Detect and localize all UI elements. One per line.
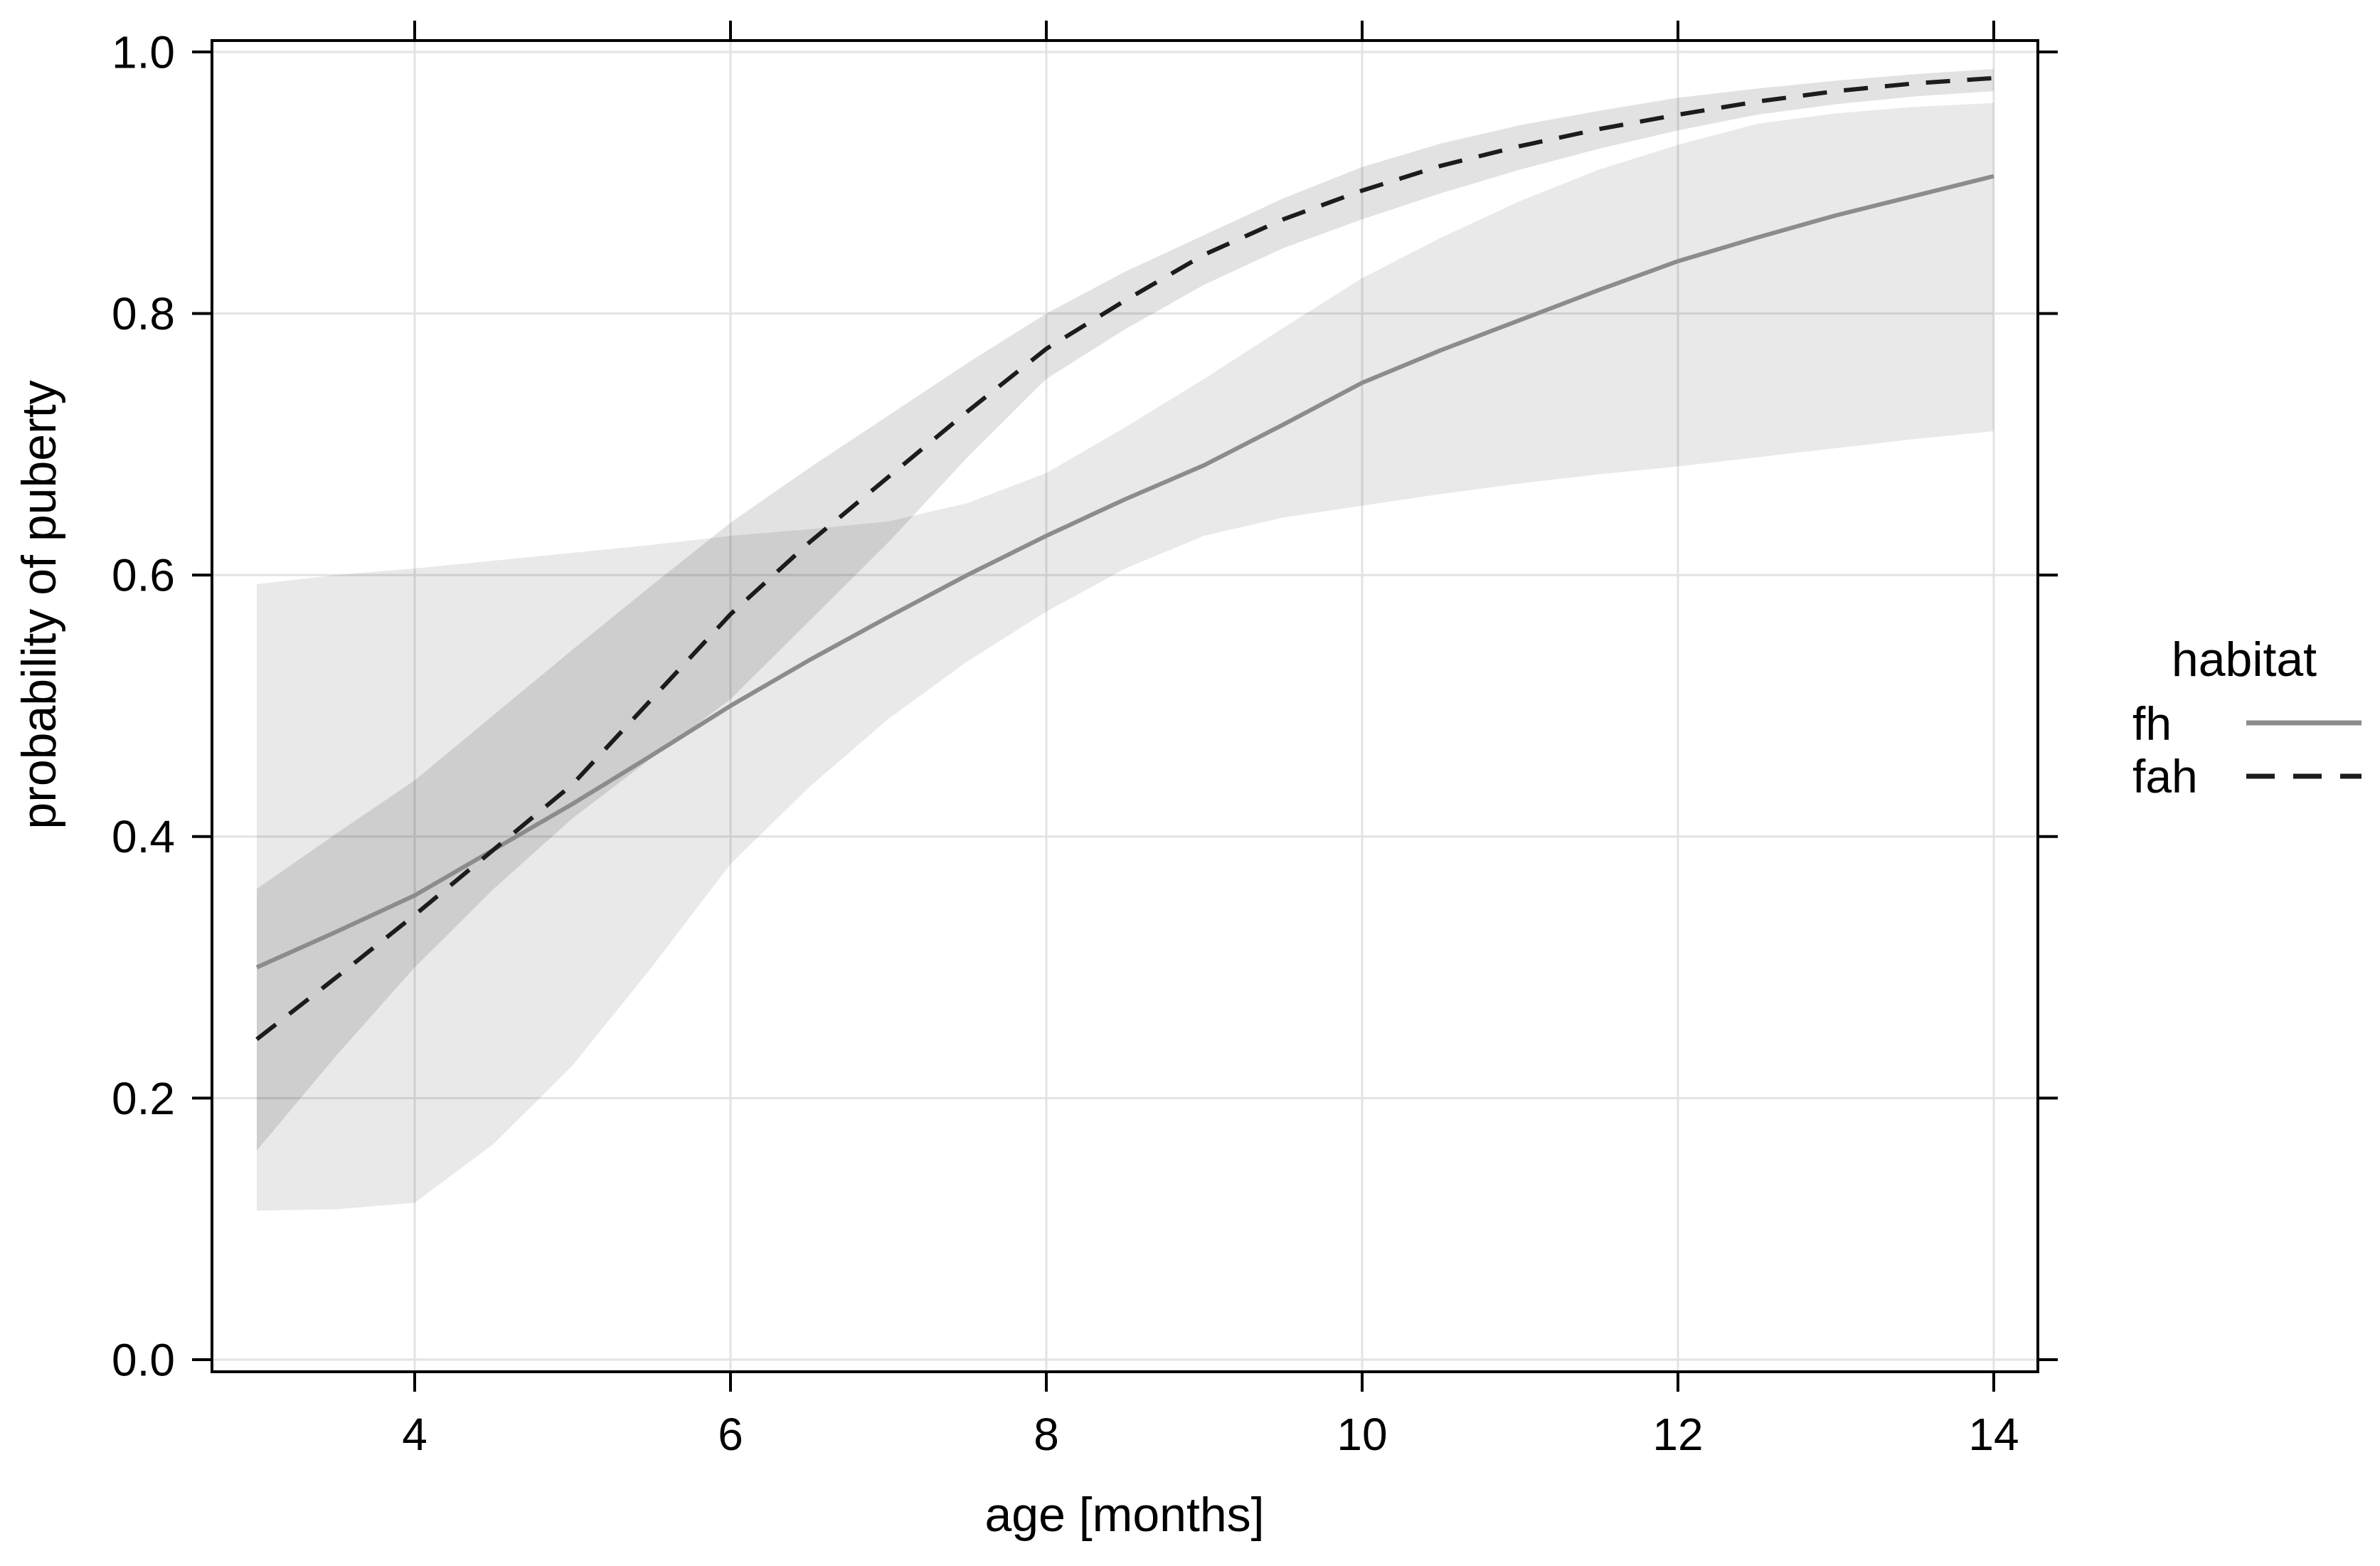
x-axis-title: age [months] bbox=[984, 1488, 1264, 1542]
y-tick-label: 0.4 bbox=[112, 811, 175, 862]
y-tick-label: 0.8 bbox=[112, 288, 175, 339]
series-curves bbox=[255, 75, 1994, 1042]
legend-label-fah: fah bbox=[2132, 750, 2198, 803]
x-tick-label: 12 bbox=[1652, 1409, 1703, 1460]
legend-title: habitat bbox=[2172, 633, 2317, 687]
legend: habitat fh fah bbox=[2132, 633, 2362, 803]
y-tick-label: 0.2 bbox=[112, 1073, 175, 1124]
y-tick-label: 0.0 bbox=[112, 1334, 175, 1385]
x-tick-label: 8 bbox=[1034, 1409, 1059, 1460]
x-tick-label: 4 bbox=[402, 1409, 427, 1460]
y-tick-label: 0.6 bbox=[112, 550, 175, 601]
x-tick-label: 14 bbox=[1968, 1409, 2019, 1460]
plot-panel-frame bbox=[211, 39, 2039, 1373]
fah-line bbox=[255, 75, 1994, 1042]
plot-panel-border bbox=[211, 39, 2039, 1373]
y-axis-title: probability of puberty bbox=[12, 380, 66, 829]
axis-tick-labels: 0.0 0.2 0.4 0.6 0.8 1.0 4 6 8 10 12 14 bbox=[112, 26, 2019, 1460]
x-tick-label: 6 bbox=[718, 1409, 743, 1460]
axis-ticks bbox=[192, 21, 2058, 1392]
y-tick-label: 1.0 bbox=[112, 26, 175, 78]
confidence-bands bbox=[257, 68, 1994, 1211]
legend-label-fh: fh bbox=[2132, 697, 2172, 750]
fh-line bbox=[255, 174, 1994, 970]
x-tick-label: 10 bbox=[1337, 1409, 1387, 1460]
fh-confidence-band bbox=[257, 102, 1994, 1211]
fah-confidence-band bbox=[257, 68, 1994, 1150]
